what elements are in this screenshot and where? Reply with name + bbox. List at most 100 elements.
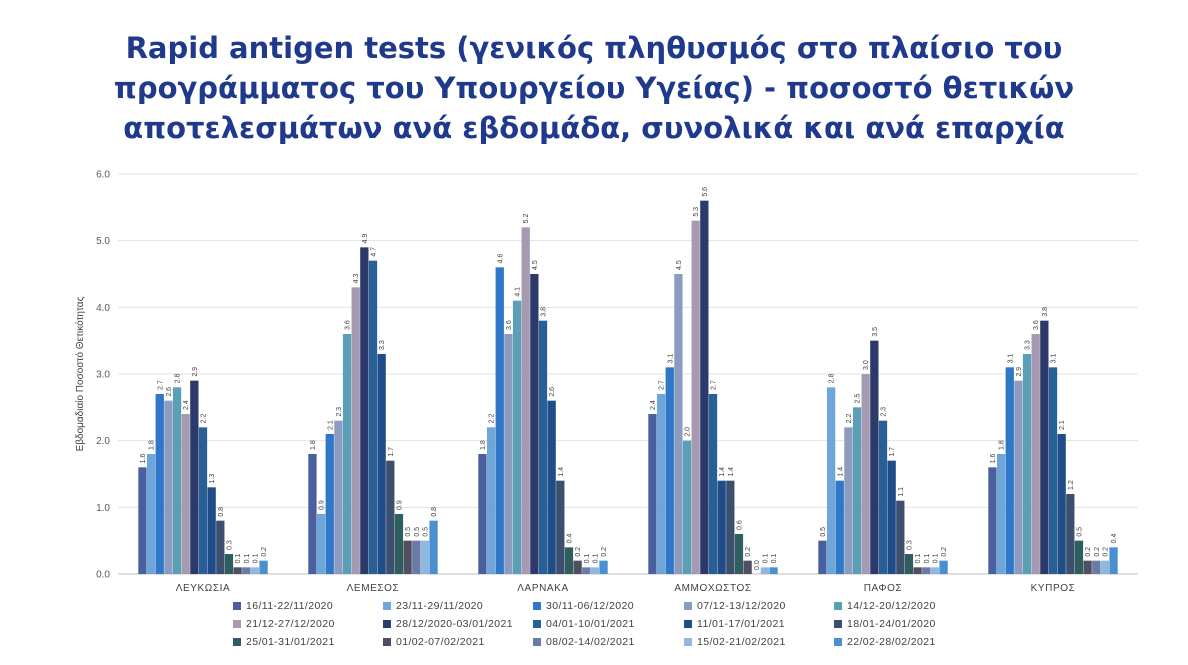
bar — [181, 414, 190, 574]
data-label: 0.5 — [1076, 527, 1083, 537]
data-label: 0.1 — [592, 553, 599, 563]
legend-swatch — [684, 638, 692, 646]
bar — [939, 560, 948, 574]
data-label: 0.2 — [1094, 547, 1101, 557]
bar — [870, 340, 879, 574]
data-label: 0.1 — [235, 553, 242, 563]
bar — [590, 567, 600, 574]
bar — [478, 454, 487, 574]
bar — [164, 400, 173, 574]
bar — [155, 394, 164, 574]
data-label: 3.8 — [1042, 307, 1049, 317]
bar — [486, 427, 496, 574]
data-label: 0.2 — [745, 547, 752, 557]
legend-swatch — [684, 620, 692, 628]
bar — [691, 220, 700, 574]
data-label: 0.9 — [396, 500, 403, 510]
data-label: 1.6 — [990, 453, 997, 463]
data-label: 5.3 — [693, 207, 700, 217]
data-label: 2.4 — [183, 400, 190, 410]
legend-item: 11/01-17/01/2021 — [684, 618, 785, 630]
bar — [334, 420, 343, 574]
bar — [922, 567, 931, 574]
bar — [556, 480, 565, 574]
legend-swatch — [533, 602, 541, 610]
bar — [878, 420, 888, 574]
legend-item: 25/01-31/01/2021 — [233, 636, 335, 648]
title-line-1: Rapid antigen tests (γενικός πληθυσμός σ… — [125, 31, 1063, 65]
legend-label: 25/01-31/01/2021 — [246, 636, 335, 648]
bar — [988, 467, 997, 574]
legend-swatch — [533, 638, 541, 646]
data-label: 2.6 — [549, 387, 556, 397]
bar — [734, 534, 744, 574]
data-label: 1.4 — [719, 467, 726, 477]
data-label: 3.1 — [1051, 353, 1058, 363]
data-label: 3.1 — [1007, 353, 1014, 363]
bar — [495, 267, 504, 574]
data-label: 1.3 — [209, 473, 216, 483]
bar — [429, 520, 438, 574]
data-label: 1.8 — [480, 440, 487, 450]
data-label: 1.1 — [898, 487, 905, 497]
data-label: 0.2 — [941, 547, 948, 557]
data-label: 1.8 — [999, 440, 1006, 450]
bar — [1014, 380, 1023, 574]
legend-item: 21/12-27/12/2020 — [233, 618, 335, 630]
bar — [682, 440, 692, 574]
data-label: 0.4 — [566, 533, 573, 543]
bar — [146, 454, 156, 574]
data-label: 2.8 — [175, 373, 182, 383]
data-label: 0.8 — [218, 507, 225, 517]
y-tick-label: 6.0 — [96, 170, 110, 181]
bar — [818, 540, 827, 574]
bar — [172, 387, 182, 574]
data-label: 2.9 — [192, 367, 199, 377]
data-label: 2.3 — [336, 407, 343, 417]
bar — [717, 480, 726, 574]
legend-label: 16/11-22/11/2020 — [246, 600, 334, 612]
data-label: 1.7 — [388, 447, 395, 457]
legend-label: 14/12-20/12/2020 — [847, 600, 936, 612]
data-label: 0.1 — [771, 553, 778, 563]
data-label: 3.6 — [506, 320, 513, 330]
data-label: 3.3 — [379, 340, 386, 350]
bar — [412, 540, 421, 574]
data-label: 3.5 — [872, 327, 879, 337]
legend-item: 08/02-14/02/2021 — [533, 636, 635, 648]
data-label: 3.8 — [541, 307, 548, 317]
y-tick-label: 5.0 — [96, 236, 110, 247]
legend-item: 01/02-07/02/2021 — [383, 636, 485, 648]
data-label: 5.2 — [523, 213, 530, 223]
bar — [138, 467, 147, 574]
bar — [386, 460, 395, 574]
data-label: 3.6 — [1033, 320, 1040, 330]
data-label: 2.7 — [157, 380, 164, 390]
data-label: 2.7 — [711, 380, 718, 390]
data-label: 2.1 — [1059, 420, 1066, 430]
bar — [530, 274, 539, 574]
legend-swatch — [383, 620, 391, 628]
data-label: 0.1 — [924, 553, 931, 563]
data-label: 1.4 — [558, 467, 565, 477]
bar — [233, 567, 242, 574]
legend-swatch — [383, 602, 391, 610]
legend-label: 21/12-27/12/2020 — [246, 618, 335, 630]
data-label: 3.0 — [863, 360, 870, 370]
bar — [769, 567, 778, 574]
bar — [1022, 354, 1032, 574]
bar — [564, 547, 574, 574]
legend-item: 14/12-20/12/2020 — [834, 600, 936, 612]
bar — [835, 480, 844, 574]
data-label: 1.4 — [728, 467, 735, 477]
y-tick-label: 2.0 — [96, 436, 110, 447]
bar — [665, 367, 674, 574]
data-label: 4.5 — [676, 260, 683, 270]
bar — [573, 560, 582, 574]
data-label: 0.8 — [431, 507, 438, 517]
y-tick-label: 1.0 — [96, 503, 110, 514]
data-label: 2.5 — [855, 393, 862, 403]
bar — [403, 540, 412, 574]
data-label: 3.3 — [1025, 340, 1032, 350]
data-label: 0.5 — [414, 527, 421, 537]
